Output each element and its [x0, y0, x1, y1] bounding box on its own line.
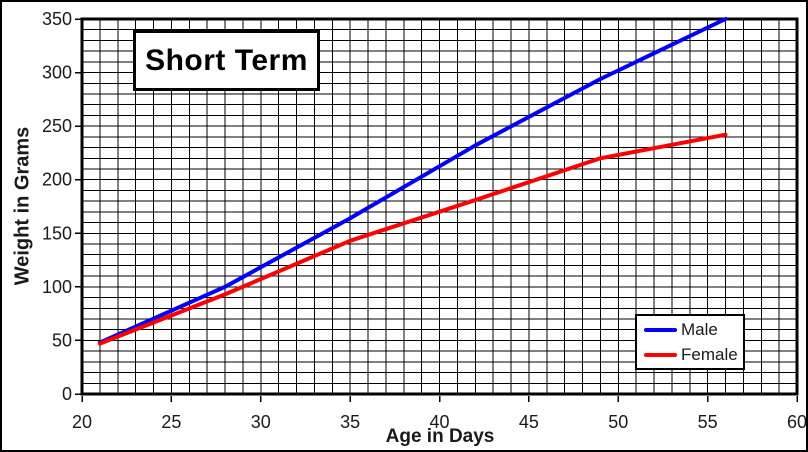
- x-tick-label: 55: [698, 412, 718, 432]
- plot-border: [80, 17, 799, 396]
- x-tick-label: 60: [787, 412, 806, 432]
- x-tick-label: 50: [608, 412, 628, 432]
- female-line-swatch: [644, 352, 677, 357]
- chart-title: Short Term: [145, 43, 308, 77]
- male-line-swatch: [644, 327, 677, 332]
- y-tick-label: 250: [42, 116, 72, 136]
- series-line-male: [97, 17, 728, 345]
- x-tick-label: 35: [340, 412, 360, 432]
- y-tick-label: 350: [42, 9, 72, 29]
- x-tick-label: 25: [161, 412, 181, 432]
- x-tick-label: 45: [519, 412, 539, 432]
- y-tick-label: 100: [42, 277, 72, 297]
- legend-label-male: Male: [681, 320, 718, 339]
- x-axis-label: Age in Days: [385, 426, 495, 447]
- series-line-female: [97, 132, 728, 346]
- legend-label-female: Female: [681, 345, 738, 364]
- y-tick-label: 150: [42, 223, 72, 243]
- y-tick-label: 200: [42, 170, 72, 190]
- x-tick-label: 20: [72, 412, 92, 432]
- legend-item-male: Male: [644, 321, 743, 338]
- y-tick-label: 50: [52, 330, 72, 350]
- legend-item-female: Female: [644, 346, 743, 363]
- chart-title-box: Short Term: [133, 30, 320, 91]
- x-tick-label: 30: [251, 412, 271, 432]
- y-tick-label: 0: [62, 384, 72, 404]
- legend: Male Female: [635, 314, 745, 370]
- y-tick-label: 300: [42, 63, 72, 83]
- x-tick-label: 40: [429, 412, 449, 432]
- y-axis-label: Weight in Grams: [11, 126, 34, 286]
